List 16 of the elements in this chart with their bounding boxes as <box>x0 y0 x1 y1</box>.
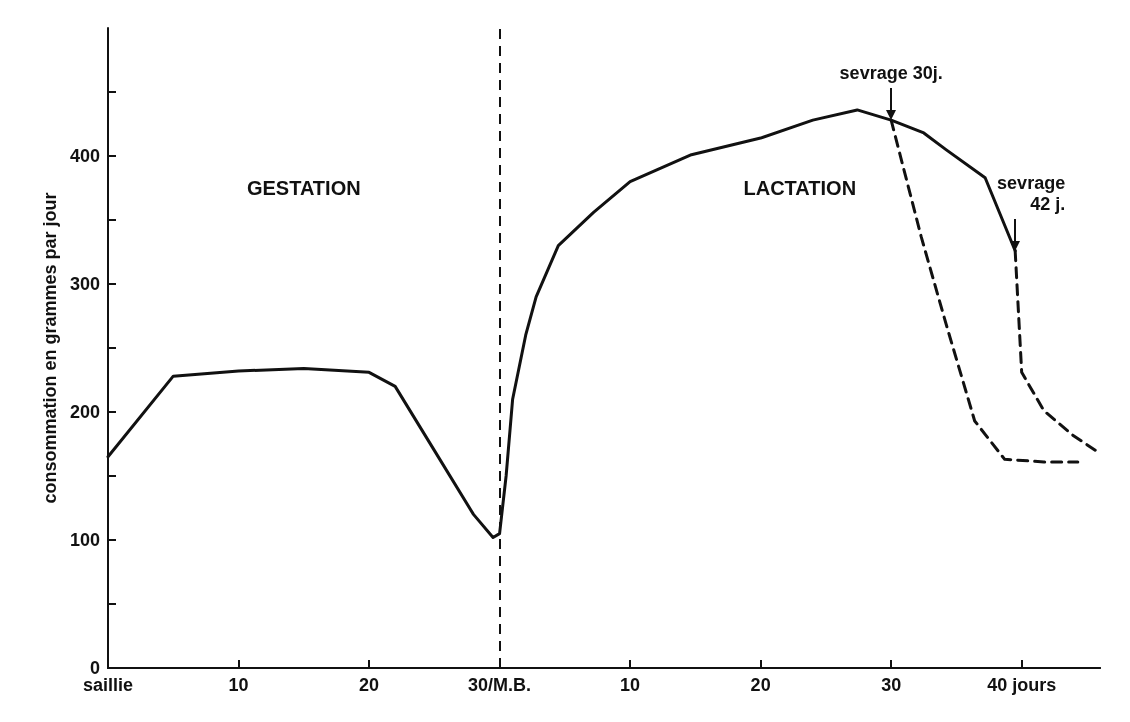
y-axis-title: consommation en grammes par jour <box>40 192 61 504</box>
x2-tick-label: 30 <box>881 675 902 695</box>
x-tick-label: 30/M.B. <box>468 675 532 695</box>
y-tick-label: 400 <box>69 146 100 166</box>
x-tick-label: 10 <box>228 675 249 695</box>
y-tick-label: 0 <box>89 658 100 678</box>
x-tick-label: saillie <box>82 675 134 695</box>
y-tick-label: 100 <box>69 530 100 550</box>
annotation: sevrage 30j. <box>838 63 944 85</box>
y-tick-label: 200 <box>69 402 100 422</box>
annotation: sevrage 42 j. <box>996 172 1066 215</box>
x2-tick-label: 40 jours <box>987 675 1057 695</box>
annotation: GESTATION <box>246 177 361 199</box>
x-tick-label: 20 <box>359 675 380 695</box>
annotation: LACTATION <box>743 177 857 199</box>
y-tick-label: 300 <box>69 274 100 294</box>
